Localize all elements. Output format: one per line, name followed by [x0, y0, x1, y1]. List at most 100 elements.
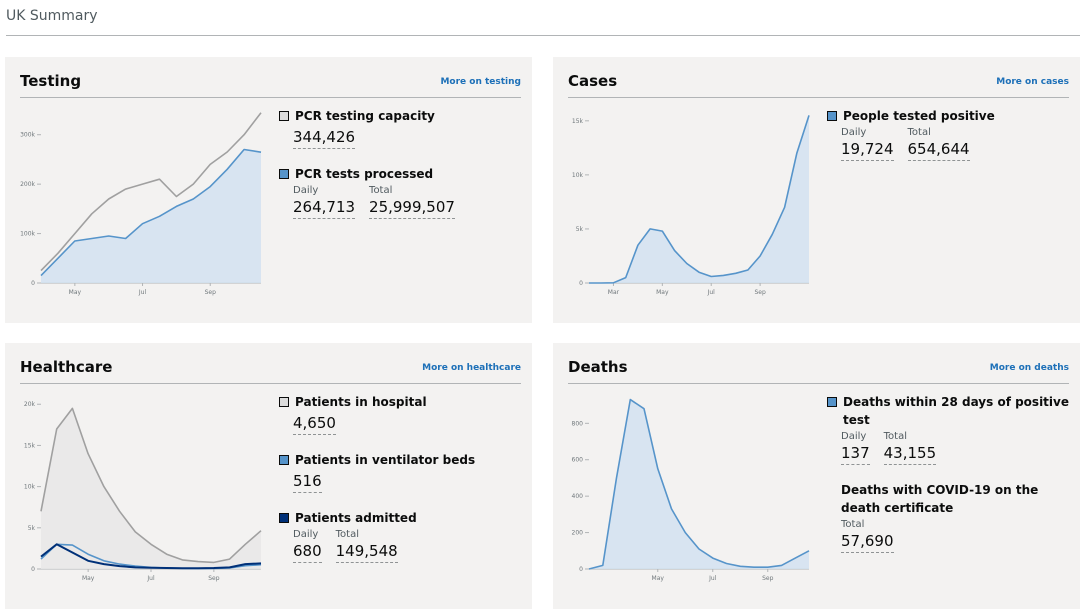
- legend-square-icon: [279, 111, 289, 121]
- y-tick-label: 20k: [24, 401, 36, 408]
- card-header: Deaths More on deaths: [568, 357, 1069, 384]
- cases-chart: 0 5k 10k 15k Mar May Jul Sep: [572, 115, 810, 296]
- testing-chart: 0 100k 200k 300k May Jul Sep: [20, 112, 262, 296]
- total-value: 43,155: [883, 444, 937, 465]
- card-title: Testing: [20, 72, 82, 90]
- metric-value: 516: [293, 472, 322, 493]
- y-tick-label: 10k: [572, 172, 584, 179]
- total-value: 149,548: [335, 542, 398, 563]
- metric-label: Patients admitted: [295, 511, 417, 525]
- x-tick-label: Sep: [205, 289, 217, 296]
- title-divider: [6, 35, 1080, 36]
- y-tick-label: 200k: [20, 181, 35, 188]
- total-label: Total: [883, 431, 907, 442]
- series-area-grey: [41, 408, 261, 569]
- total-label: Total: [335, 529, 359, 540]
- series-line-blue: [40, 148, 262, 277]
- card-header: Testing More on testing: [20, 71, 521, 98]
- daily-label: Daily: [841, 127, 867, 138]
- y-tick-label: 0: [31, 566, 35, 573]
- x-tick-label: Jul: [138, 289, 147, 296]
- legend-square-icon: [279, 455, 289, 465]
- total-label: Total: [841, 519, 865, 530]
- total-value: 25,999,507: [369, 198, 455, 219]
- series-line-grey: [40, 407, 262, 564]
- daily-label: Daily: [293, 529, 319, 540]
- x-tick-label: Sep: [762, 575, 774, 582]
- card-header: Healthcare More on healthcare: [20, 357, 521, 384]
- total-label: Total: [369, 185, 393, 196]
- more-on-cases-link[interactable]: More on cases: [996, 77, 1069, 87]
- metric-label: Patients in ventilator beds: [295, 453, 476, 467]
- card-title: Cases: [568, 72, 618, 90]
- metric-death-certificate: Deaths with COVID-19 on the death certif…: [827, 481, 1075, 553]
- series-line-grey: [40, 112, 262, 272]
- series-area-blue: [589, 115, 809, 284]
- daily-label: Daily: [293, 185, 319, 196]
- series-area-blue: [41, 149, 261, 283]
- series-line-blue: [589, 115, 810, 284]
- y-tick-label: 0: [579, 280, 583, 287]
- y-tick-label: 5k: [28, 525, 36, 532]
- y-tick-label: 10k: [24, 484, 36, 491]
- metric-patients-hospital: Patients in hospital 4,650: [279, 393, 527, 435]
- legend-square-icon: [279, 513, 289, 523]
- healthcare-metrics: Patients in hospital 4,650 Patients in v…: [279, 393, 527, 579]
- page-title: UK Summary: [6, 8, 98, 24]
- metric-label: Deaths within 28 days of positive test: [843, 395, 1069, 427]
- metric-deaths-28-days: Deaths within 28 days of positive test D…: [827, 393, 1075, 465]
- metric-value: 344,426: [293, 128, 356, 149]
- total-value: 654,644: [907, 140, 970, 161]
- y-tick-label: 600: [572, 457, 584, 464]
- daily-value: 137: [841, 444, 870, 465]
- deaths-chart: 0 200 400 600 800 May Jul Sep: [572, 398, 810, 582]
- metric-tested-positive: People tested positive Daily 19,724 Total…: [827, 107, 1075, 161]
- daily-value: 680: [293, 542, 322, 563]
- x-tick-label: Mar: [608, 289, 620, 296]
- legend-square-icon: [279, 169, 289, 179]
- x-tick-label: Sep: [208, 575, 220, 582]
- series-line-blue: [588, 398, 810, 570]
- card-testing: Testing More on testing 0 100k 200k 300k May…: [5, 57, 532, 323]
- x-tick-label: Jul: [707, 289, 716, 296]
- more-on-healthcare-link[interactable]: More on healthcare: [422, 363, 521, 373]
- series-area-blue: [589, 399, 809, 569]
- card-header: Cases More on cases: [568, 71, 1069, 98]
- y-tick-label: 0: [31, 280, 35, 287]
- metric-ventilator-beds: Patients in ventilator beds 516: [279, 451, 527, 493]
- metric-label: People tested positive: [843, 109, 995, 123]
- y-tick-label: 800: [572, 420, 584, 427]
- card-title: Healthcare: [20, 358, 113, 376]
- total-value: 57,690: [841, 532, 894, 553]
- y-tick-label: 0: [579, 566, 583, 573]
- daily-label: Daily: [841, 431, 867, 442]
- x-tick-label: May: [656, 289, 669, 296]
- metric-pcr-capacity: PCR testing capacity 344,426: [279, 107, 527, 149]
- legend-square-icon: [279, 397, 289, 407]
- y-tick-label: 15k: [572, 118, 584, 125]
- deaths-metrics: Deaths within 28 days of positive test D…: [827, 393, 1075, 569]
- metric-label: PCR tests processed: [295, 167, 434, 181]
- y-tick-label: 15k: [24, 442, 36, 449]
- x-tick-label: May: [69, 289, 82, 296]
- y-tick-label: 300k: [20, 132, 35, 139]
- series-line-navy: [40, 543, 262, 570]
- x-tick-label: May: [82, 575, 95, 582]
- legend-square-icon: [827, 397, 837, 407]
- more-on-deaths-link[interactable]: More on deaths: [989, 363, 1069, 373]
- metric-pcr-processed: PCR tests processed Daily 264,713 Total 25…: [279, 165, 527, 219]
- y-tick-label: 100k: [20, 231, 35, 238]
- legend-square-icon: [827, 111, 837, 121]
- more-on-testing-link[interactable]: More on testing: [440, 77, 521, 87]
- cases-metrics: People tested positive Daily 19,724 Total…: [827, 107, 1075, 177]
- total-label: Total: [907, 127, 931, 138]
- metric-value: 4,650: [293, 414, 336, 435]
- metric-label: PCR testing capacity: [295, 109, 435, 123]
- card-healthcare: Healthcare More on healthcare 0 5k 10k 15k 2…: [5, 343, 532, 609]
- healthcare-chart: 0 5k 10k 15k 20k May Jul Sep: [24, 401, 262, 582]
- daily-value: 264,713: [293, 198, 356, 219]
- card-title: Deaths: [568, 358, 628, 376]
- y-tick-label: 5k: [576, 226, 584, 233]
- y-tick-label: 200: [572, 530, 584, 537]
- card-deaths: Deaths More on deaths 0 200 400 600 800 May Ju…: [553, 343, 1080, 609]
